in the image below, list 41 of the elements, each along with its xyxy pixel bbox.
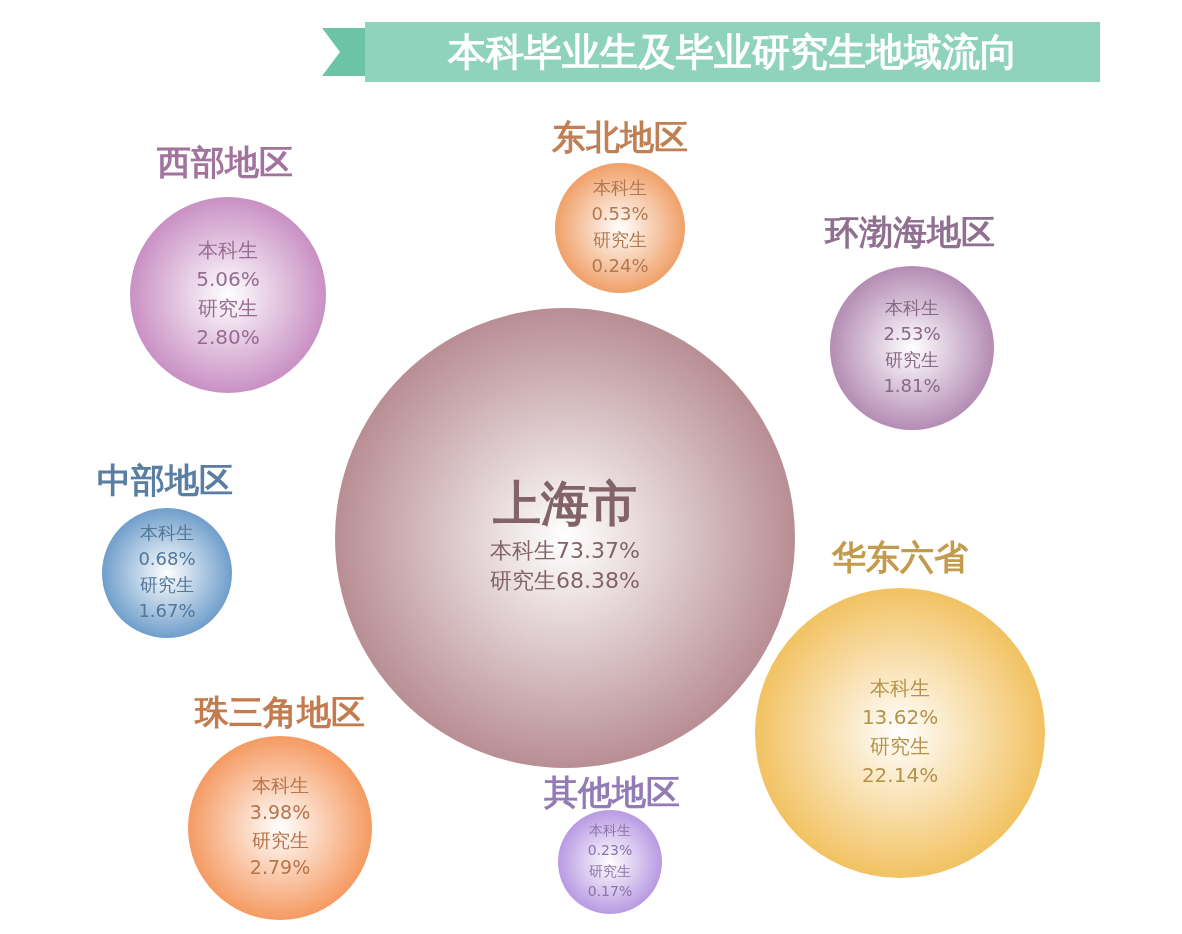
text: 研究生 (885, 348, 939, 370)
category-label: 环渤海地区 (823, 211, 995, 252)
data-label: 3.98% (249, 801, 311, 824)
data-label: 0.23% (587, 842, 633, 859)
category-label: 其他地区 (543, 771, 680, 812)
data-label: 2.80% (196, 324, 260, 349)
text: 研究生 (589, 862, 631, 879)
data-label: 2.53% (883, 322, 941, 344)
data-label: 68.38% (556, 567, 640, 593)
category-label: 西部地区 (156, 141, 293, 182)
text: 研究生 (490, 567, 557, 593)
data-label: 0.68% (138, 547, 196, 569)
data-label: 13.62% (861, 704, 939, 729)
text: 本科生 (589, 822, 631, 839)
data-label: 0.17% (587, 883, 633, 900)
data-label: 1.81% (883, 374, 941, 396)
category-label: 华东六省 (831, 536, 969, 577)
text: 研究生 (198, 295, 258, 320)
data-label: 0.53% (591, 202, 649, 224)
text: 研究生 (870, 733, 930, 758)
text: 本科生 (251, 773, 309, 796)
data-label: 5.06% (196, 266, 260, 291)
data-label: 1.67% (138, 599, 196, 621)
text: 研究生 (251, 828, 309, 851)
text: 本科毕业生及毕业研究生地域流向 (365, 22, 1100, 82)
data-label: 2.79% (249, 856, 311, 879)
category-label: 珠三角地区 (194, 691, 365, 732)
text: 本科生 (870, 675, 930, 700)
category-label: 东北地区 (551, 116, 688, 157)
data-label: 22.14% (861, 762, 939, 787)
category-label: 上海市 (493, 475, 637, 532)
text: 研究生 (140, 573, 194, 595)
text: 研究生 (593, 228, 647, 250)
text: 本科生 (885, 296, 939, 318)
data-label: 0.24% (591, 254, 649, 276)
text: 本科生 (490, 537, 557, 563)
series-label: 本科生 (140, 521, 194, 543)
text: 本科生 (198, 237, 258, 262)
text: 本科生 (593, 176, 647, 198)
data-label: 73.37% (556, 537, 640, 563)
category-label: 中部地区 (97, 459, 233, 500)
